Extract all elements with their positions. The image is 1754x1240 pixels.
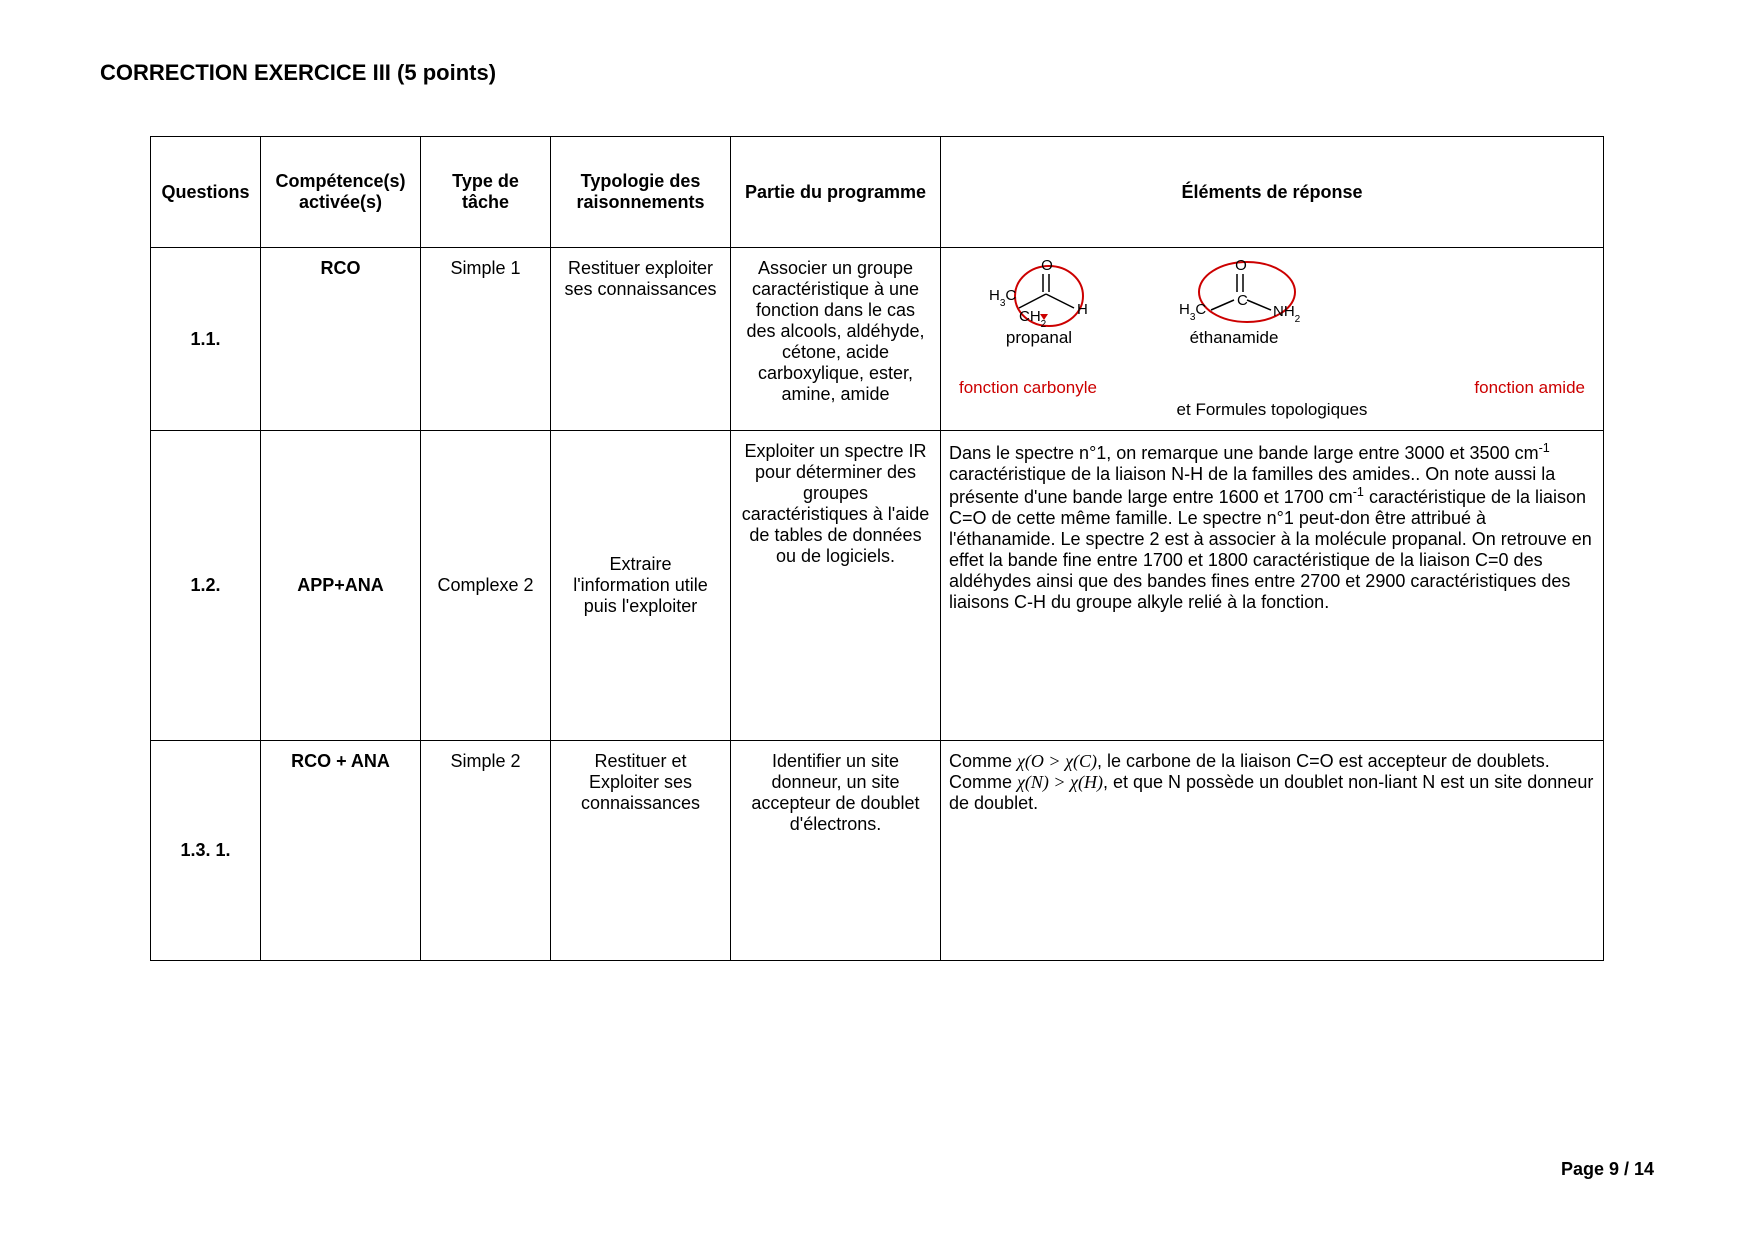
propanal-svg: O H3C CH2 H — [959, 258, 1119, 328]
molecule-propanal: O H3C CH2 H propan — [954, 258, 1124, 348]
propanal-function: fonction carbonyle — [959, 378, 1097, 398]
svg-text:O: O — [1041, 258, 1053, 274]
col-answer: Éléments de réponse — [941, 137, 1604, 248]
ethanamide-name: éthanamide — [1149, 328, 1319, 348]
page-title: CORRECTION EXERCICE III (5 points) — [100, 60, 1654, 86]
col-competence: Compétence(s) activée(s) — [261, 137, 421, 248]
cell-competence: APP+ANA — [261, 431, 421, 741]
answer-text-1-3-1: Comme χ(O > χ(C), le carbone de la liais… — [949, 751, 1593, 813]
cell-programme: Identifier un site donneur, un site acce… — [731, 741, 941, 961]
chem-structures: O H3C CH2 H propan — [949, 258, 1595, 378]
svg-text:NH2: NH2 — [1273, 303, 1301, 325]
col-questions: Questions — [151, 137, 261, 248]
cell-task-type: Complexe 2 — [421, 431, 551, 741]
cell-question: 1.1. — [151, 248, 261, 431]
cell-task-type: Simple 2 — [421, 741, 551, 961]
col-task-type: Type de tâche — [421, 137, 551, 248]
cell-competence: RCO — [261, 248, 421, 431]
svg-text:CH2: CH2 — [1019, 308, 1047, 328]
ethanamide-function: fonction amide — [1474, 378, 1585, 398]
table-row: 1.2. APP+ANA Complexe 2 Extraire l'infor… — [151, 431, 1604, 741]
cell-task-type: Simple 1 — [421, 248, 551, 431]
cell-programme: Exploiter un spectre IR pour déterminer … — [731, 431, 941, 741]
table-row: 1.3. 1. RCO + ANA Simple 2 Restituer et … — [151, 741, 1604, 961]
chem-caption: et Formules topologiques — [949, 400, 1595, 420]
svg-text:H3C: H3C — [1179, 301, 1206, 323]
svg-text:C: C — [1237, 292, 1248, 309]
molecule-ethanamide: O C H3C NH2 éthanamide — [1149, 258, 1319, 348]
table-row: 1.1. RCO Simple 1 Restituer exploiter se… — [151, 248, 1604, 431]
cell-answer: Dans le spectre n°1, on remarque une ban… — [941, 431, 1604, 741]
correction-table-wrap: Questions Compétence(s) activée(s) Type … — [100, 136, 1654, 961]
cell-programme: Associer un groupe caractéristique à une… — [731, 248, 941, 431]
ethanamide-svg: O C H3C NH2 — [1149, 258, 1319, 328]
svg-text:H3C: H3C — [989, 287, 1016, 309]
propanal-name: propanal — [954, 328, 1124, 348]
cell-question: 1.3. 1. — [151, 741, 261, 961]
cell-competence: RCO + ANA — [261, 741, 421, 961]
col-typology: Typologie des raisonnements — [551, 137, 731, 248]
cell-question: 1.2. — [151, 431, 261, 741]
cell-answer: O H3C CH2 H propan — [941, 248, 1604, 431]
correction-table: Questions Compétence(s) activée(s) Type … — [150, 136, 1604, 961]
cell-typology: Extraire l'information utile puis l'expl… — [551, 431, 731, 741]
cell-typology: Restituer exploiter ses connaissances — [551, 248, 731, 431]
page-footer: Page 9 / 14 — [1561, 1159, 1654, 1180]
svg-text:O: O — [1235, 258, 1247, 274]
cell-typology: Restituer et Exploiter ses connaissances — [551, 741, 731, 961]
answer-text-1-2: Dans le spectre n°1, on remarque une ban… — [949, 443, 1592, 612]
cell-answer: Comme χ(O > χ(C), le carbone de la liais… — [941, 741, 1604, 961]
col-programme: Partie du programme — [731, 137, 941, 248]
table-header-row: Questions Compétence(s) activée(s) Type … — [151, 137, 1604, 248]
svg-text:H: H — [1077, 301, 1088, 318]
